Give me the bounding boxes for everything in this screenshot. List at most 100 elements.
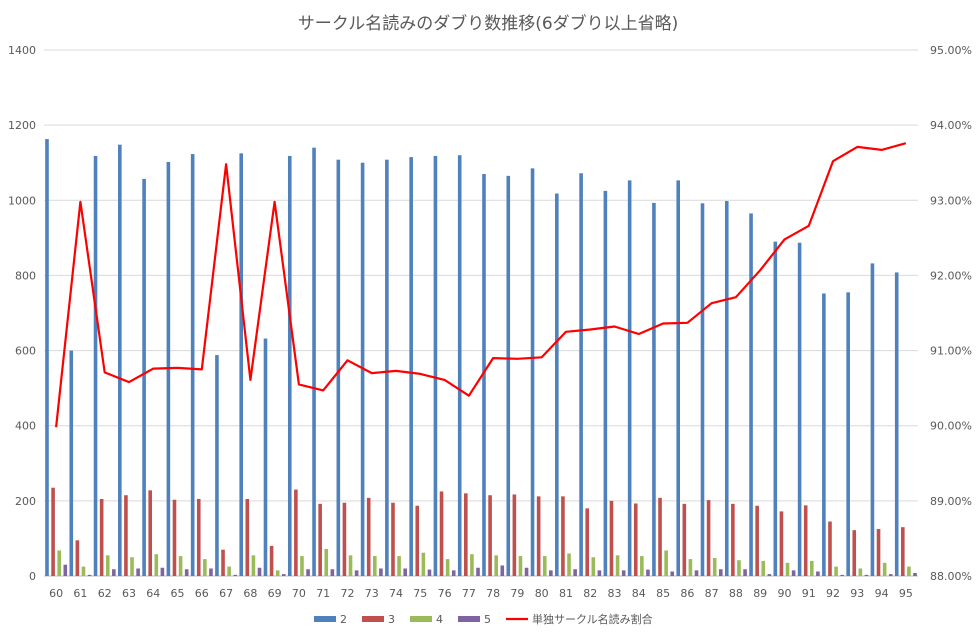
x-tick-label: 81	[559, 587, 573, 600]
bar-series-4	[130, 557, 134, 576]
x-tick-label: 82	[583, 587, 597, 600]
bar-series-2	[773, 241, 778, 576]
bar-series-5	[63, 564, 68, 576]
x-tick-label: 93	[850, 587, 864, 600]
line-layer	[55, 142, 907, 428]
bar-series-2	[215, 355, 219, 576]
bar-series-2	[627, 180, 632, 576]
x-tick-label: 61	[73, 587, 87, 600]
bar-series-4	[640, 556, 644, 576]
y-tick-label: 1400	[8, 44, 36, 57]
bar-series-5	[791, 570, 796, 576]
bar-series-3	[172, 499, 177, 576]
y2-tick-label: 94.00%	[930, 119, 972, 132]
bar-series-2	[336, 159, 341, 577]
bar-series-3	[731, 503, 735, 576]
bar-series-5	[646, 569, 650, 576]
bar-series-2	[822, 293, 826, 576]
bar-series-4	[470, 554, 474, 576]
x-tick-label: 69	[268, 587, 282, 600]
bar-series-5	[597, 570, 602, 576]
x-tick-label: 68	[243, 587, 257, 600]
bar-series-4	[348, 555, 353, 576]
legend-swatch	[314, 616, 336, 622]
x-tick-label: 80	[535, 587, 549, 600]
bar-series-3	[488, 495, 492, 576]
bar-series-4	[203, 559, 207, 576]
x-axis-ticks: 60 61 62 63 64 65 66 67 68 69 70 71 72 73 74 75 76 77 78 79…	[49, 587, 913, 600]
x-tick-label: 84	[632, 587, 646, 600]
bar-series-5	[694, 570, 699, 576]
y-tick-label: 800	[15, 269, 36, 282]
bar-series-2	[506, 175, 511, 576]
bar-series-4	[834, 566, 838, 576]
bar-series-5	[354, 570, 359, 576]
gridlines	[44, 49, 918, 577]
y2-tick-label: 92.00%	[930, 269, 972, 282]
bar-series-4	[761, 560, 766, 576]
bar-series-4	[275, 570, 280, 576]
bar-series-4	[300, 556, 304, 576]
x-tick-label: 90	[777, 587, 791, 600]
bar-series-3	[512, 494, 517, 576]
y-tick-label: 0	[29, 570, 36, 583]
bar-series-2	[312, 147, 316, 576]
y-tick-label: 200	[15, 495, 36, 508]
bar-series-5	[403, 568, 407, 576]
bar-series-5	[743, 569, 747, 576]
bar-series-2	[385, 159, 389, 577]
bar-series-5	[233, 574, 238, 576]
bar-series-5	[136, 568, 140, 576]
bar-series-2	[724, 201, 729, 576]
x-tick-label: 77	[462, 587, 476, 600]
bar-series-5	[767, 574, 772, 576]
x-tick-label: 66	[195, 587, 209, 600]
bar-series-2	[409, 157, 413, 577]
x-tick-label: 60	[49, 587, 63, 600]
x-tick-label: 87	[705, 587, 719, 600]
bar-series-4	[542, 556, 547, 576]
bar-series-3	[585, 508, 589, 576]
bar-series-4	[712, 557, 717, 576]
bar-series-2	[603, 190, 608, 576]
bar-series-3	[221, 549, 225, 576]
bar-series-2	[45, 139, 49, 576]
x-tick-label: 79	[510, 587, 524, 600]
bar-series-3	[366, 497, 371, 576]
bar-series-4	[373, 556, 377, 576]
bar-series-5	[500, 565, 505, 576]
y2-tick-label: 89.00%	[930, 495, 972, 508]
x-tick-label: 92	[826, 587, 840, 600]
bar-series-3	[75, 540, 80, 576]
bar-series-3	[391, 502, 395, 576]
x-tick-label: 71	[316, 587, 330, 600]
bar-series-3	[755, 505, 759, 576]
bar-series-3	[828, 521, 832, 576]
bar-series-2	[676, 180, 681, 576]
bar-series-3	[901, 527, 905, 576]
bar-series-2	[797, 242, 802, 576]
y2-tick-label: 90.00%	[930, 420, 972, 433]
y2-tick-label: 91.00%	[930, 345, 972, 358]
bar-series-5	[913, 572, 917, 576]
bar-series-3	[196, 498, 201, 576]
bar-series-3	[803, 505, 808, 576]
x-tick-label: 78	[486, 587, 500, 600]
bar-series-2	[457, 155, 462, 576]
bar-series-5	[816, 571, 820, 576]
bar-series-2	[69, 350, 74, 576]
bar-series-2	[93, 155, 98, 577]
legend-label: 4	[436, 613, 443, 626]
y-tick-label: 1000	[8, 194, 36, 207]
bar-series-5	[379, 568, 383, 576]
bar-series-3	[124, 495, 128, 576]
bar-series-3	[342, 502, 347, 576]
bar-series-4	[105, 555, 110, 576]
bar-series-2	[749, 213, 753, 576]
y-axis-ticks: 0 200 400 600 800 1000 1200 1400	[8, 44, 36, 583]
bar-series-4	[227, 566, 231, 576]
x-tick-label: 85	[656, 587, 670, 600]
bar-series-3	[51, 487, 55, 576]
bar-series-2	[652, 202, 656, 576]
